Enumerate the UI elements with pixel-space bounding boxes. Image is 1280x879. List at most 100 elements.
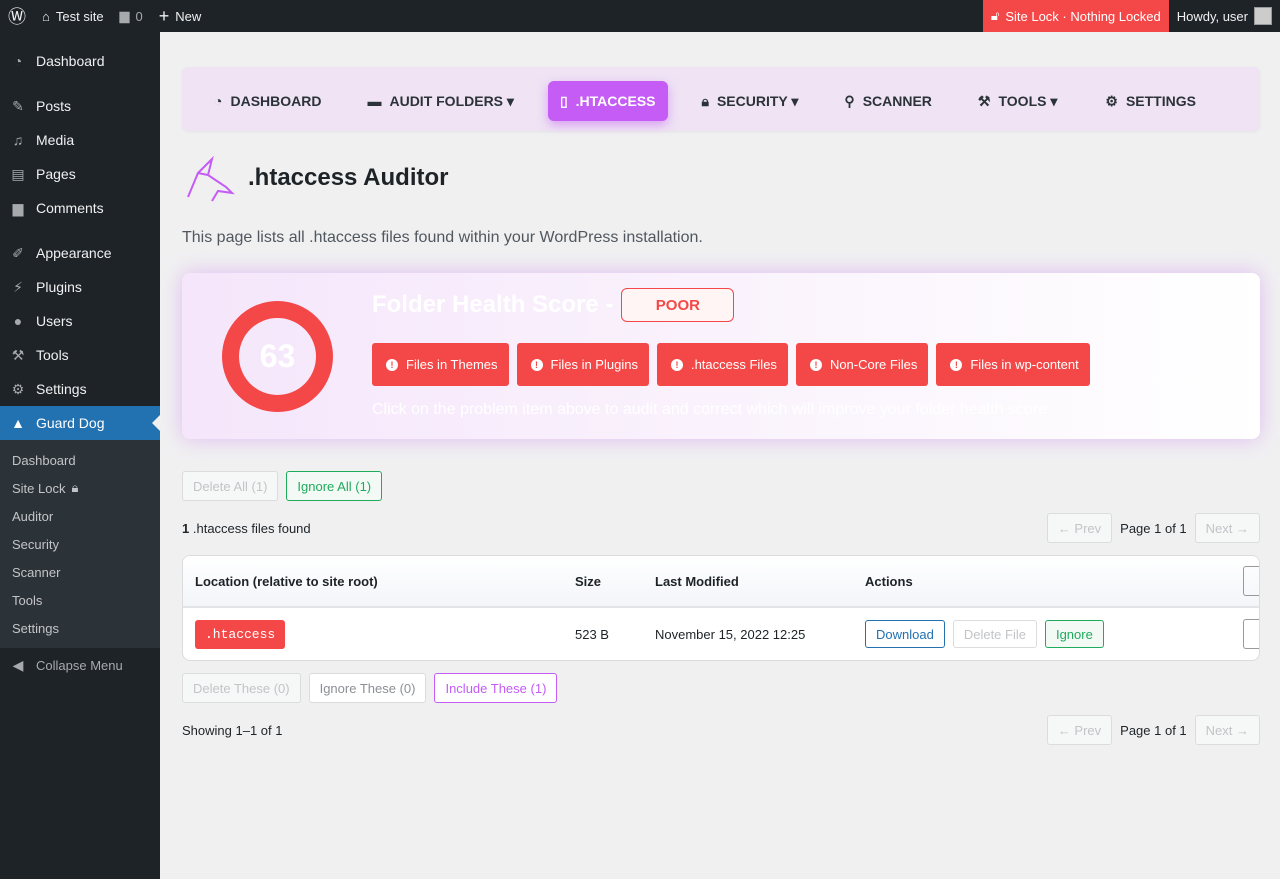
guard-dog-logo-icon: [187, 155, 235, 202]
prev-page-button[interactable]: ← Prev: [1046, 715, 1113, 745]
submenu-auditor[interactable]: Auditor: [12, 508, 54, 524]
unlock-icon: 🔓︎: [990, 8, 1000, 23]
select-all-checkbox[interactable]: [1243, 566, 1259, 596]
sidebar-item-media[interactable]: ♫ Media: [0, 123, 160, 157]
submenu-site-lock[interactable]: Site Lock 🔒︎: [0, 474, 160, 502]
showing-count: Showing 1–1 of 1: [182, 722, 283, 738]
plug-icon: ⚡︎: [13, 278, 23, 295]
wrench-icon: ⚒︎: [977, 92, 991, 109]
site-lock-button[interactable]: 🔓︎ Site Lock · Nothing Locked: [982, 0, 1169, 32]
account-menu[interactable]: Howdy, user: [1169, 0, 1280, 32]
next-page-button[interactable]: Next →: [1194, 715, 1260, 745]
sidebar-item-appearance[interactable]: ✐ Appearance: [0, 236, 160, 270]
alert-icon: !: [530, 358, 543, 371]
site-link[interactable]: ⌂ Test site: [34, 0, 112, 32]
delete-file-button[interactable]: Delete File: [952, 620, 1037, 648]
tab-label: TOOLS ▾: [998, 92, 1058, 109]
problem-label: Files in Themes: [406, 357, 498, 372]
delete-all-button[interactable]: Delete All (1): [182, 471, 279, 501]
page-indicator: Page 1 of 1: [1120, 520, 1187, 536]
guard-dog-logo-icon: ▲: [11, 415, 25, 431]
table-row: .htaccess 523 B November 15, 2022 12:25 …: [183, 608, 1259, 660]
comment-icon: ▆: [12, 199, 24, 216]
sidebar-item-pages[interactable]: ▤ Pages: [0, 157, 160, 191]
problem-label: Files in wp-content: [970, 357, 1079, 372]
problem-files-in-plugins[interactable]: ! Files in Plugins: [516, 343, 649, 386]
submenu-dashboard[interactable]: Dashboard: [12, 452, 76, 468]
tab-tools[interactable]: ⚒︎ TOOLS ▾: [966, 81, 1069, 121]
file-size: 523 B: [575, 626, 609, 642]
sidebar-label: Dashboard: [36, 53, 105, 69]
health-rating-badge: POOR: [621, 288, 735, 322]
media-icon: ♫: [12, 132, 24, 148]
problem-htaccess-files[interactable]: ! .htaccess Files: [656, 343, 788, 386]
collapse-menu-button[interactable]: ◀ Collapse Menu: [0, 648, 160, 682]
download-button[interactable]: Download: [865, 620, 945, 648]
site-name: Test site: [55, 8, 104, 24]
home-icon: ⌂: [42, 8, 50, 24]
sidebar-label: Appearance: [36, 245, 112, 261]
folder-icon: ▬: [367, 93, 382, 109]
prev-page-button[interactable]: ← Prev: [1046, 513, 1113, 543]
comment-icon: ▆: [119, 8, 130, 23]
code-file-icon: ▯: [559, 92, 568, 109]
sidebar-item-dashboard[interactable]: ◔ Dashboard: [0, 44, 160, 78]
alert-icon: !: [809, 358, 822, 371]
sidebar-item-comments[interactable]: ▆ Comments: [0, 191, 160, 225]
include-these-button[interactable]: Include These (1): [434, 673, 558, 703]
sidebar-item-guard-dog[interactable]: ▲ Guard Dog: [0, 406, 160, 440]
tab-htaccess[interactable]: ▯ .HTACCESS: [547, 81, 668, 121]
health-hint: Click on the problem item above to audit…: [372, 401, 1052, 418]
tab-settings[interactable]: ⚙︎ SETTINGS: [1091, 81, 1208, 121]
page-title: .htaccess Auditor: [248, 164, 449, 191]
delete-these-button[interactable]: Delete These (0): [182, 673, 301, 703]
admin-bar: Ⓦ ⌂ Test site ▆ 0 + New 🔓︎ Site Lock · Nothi…: [0, 0, 1280, 32]
submenu-label: Site Lock: [12, 480, 66, 496]
problem-files-in-themes[interactable]: ! Files in Themes: [372, 343, 509, 386]
tab-label: .HTACCESS: [575, 93, 656, 109]
settings-icon: ⚙︎: [1105, 92, 1118, 109]
problem-files-in-wp-content[interactable]: ! Files in wp-content: [936, 343, 1090, 386]
submenu-settings[interactable]: Settings: [12, 620, 59, 636]
file-location[interactable]: .htaccess: [195, 620, 286, 649]
new-content-link[interactable]: + New: [151, 0, 210, 32]
sidebar-label: Settings: [36, 381, 87, 397]
collapse-label: Collapse Menu: [36, 657, 123, 673]
problem-label: Non-Core Files: [829, 357, 918, 372]
sidebar-item-plugins[interactable]: ⚡︎ Plugins: [0, 270, 160, 304]
tab-label: AUDIT FOLDERS ▾: [389, 92, 514, 109]
next-page-button[interactable]: Next →: [1194, 513, 1260, 543]
submenu-scanner[interactable]: Scanner: [12, 564, 61, 580]
ignore-button[interactable]: Ignore: [1044, 620, 1104, 648]
sidebar-item-tools[interactable]: ⚒︎ Tools: [0, 338, 160, 372]
column-header-modified: Last Modified: [643, 556, 853, 608]
avatar: [1254, 7, 1272, 25]
tab-label: SETTINGS: [1125, 93, 1196, 109]
tab-audit-folders[interactable]: ▬ AUDIT FOLDERS ▾: [355, 81, 525, 121]
sidebar-label: Posts: [36, 98, 72, 114]
submenu-security[interactable]: Security: [12, 536, 59, 552]
problem-non-core-files[interactable]: ! Non-Core Files: [795, 343, 929, 386]
page-indicator: Page 1 of 1: [1120, 722, 1187, 738]
tab-scanner[interactable]: ⚲ SCANNER: [832, 81, 944, 121]
sidebar-label: Guard Dog: [36, 415, 105, 431]
comments-link[interactable]: ▆ 0: [112, 0, 151, 32]
ignore-these-button[interactable]: Ignore These (0): [308, 673, 427, 703]
tab-security[interactable]: 🔒︎ SECURITY ▾: [690, 81, 811, 121]
lock-icon: 🔒︎: [701, 92, 709, 109]
tab-dashboard[interactable]: ◔ DASHBOARD: [202, 81, 333, 121]
guard-dog-submenu: Dashboard Site Lock 🔒︎ Auditor Security S…: [0, 440, 160, 648]
submenu-tools[interactable]: Tools: [12, 592, 43, 608]
column-header-actions: Actions: [853, 556, 1229, 608]
ignore-all-button[interactable]: Ignore All (1): [286, 471, 383, 501]
sidebar-label: Pages: [36, 166, 76, 182]
sidebar-item-posts[interactable]: ✎ Posts: [0, 89, 160, 123]
sidebar-item-settings[interactable]: ⚙︎ Settings: [0, 372, 160, 406]
row-checkbox[interactable]: [1243, 619, 1259, 649]
page-description: This page lists all .htaccess files foun…: [182, 229, 703, 246]
plus-icon: +: [158, 5, 170, 26]
settings-icon: ⚙︎: [11, 380, 25, 397]
sidebar-item-users[interactable]: ● Users: [0, 304, 160, 338]
search-icon: ⚲: [844, 92, 855, 109]
wordpress-logo-icon[interactable]: Ⓦ: [8, 7, 26, 27]
